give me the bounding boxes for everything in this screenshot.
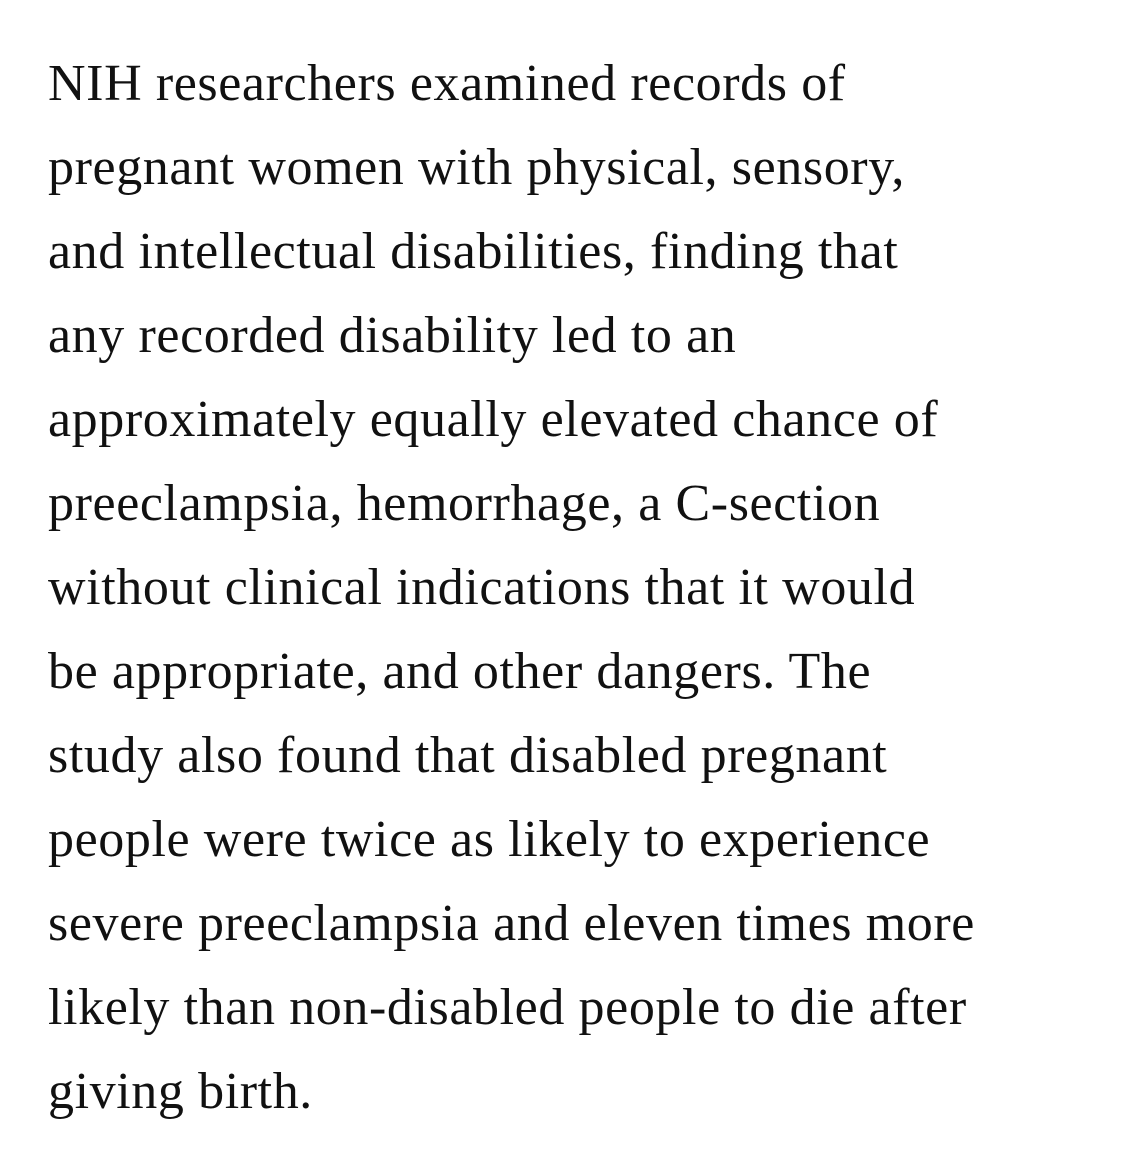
paragraph-line: pregnant women with physical, sensory, [48,139,906,196]
paragraph-line: and intellectual disabilities, finding t… [48,223,899,280]
paragraph-line: people were twice as likely to experienc… [48,811,931,868]
article-paragraph: NIH researchers examined records of preg… [48,42,975,1134]
paragraph-line: approximately equally elevated chance of [48,391,939,448]
paragraph-line: giving birth. [48,1063,313,1120]
paragraph-line: likely than non-disabled people to die a… [48,979,967,1036]
paragraph-line: study also found that disabled pregnant [48,727,888,784]
paragraph-line: without clinical indications that it wou… [48,559,916,616]
paragraph-line: NIH researchers examined records of [48,55,846,112]
paragraph-line: preeclampsia, hemorrhage, a C-section [48,475,881,532]
paragraph-line: be appropriate, and other dangers. The [48,643,872,700]
paragraph-line: severe preeclampsia and eleven times mor… [48,895,975,952]
paragraph-line: any recorded disability led to an [48,307,737,364]
